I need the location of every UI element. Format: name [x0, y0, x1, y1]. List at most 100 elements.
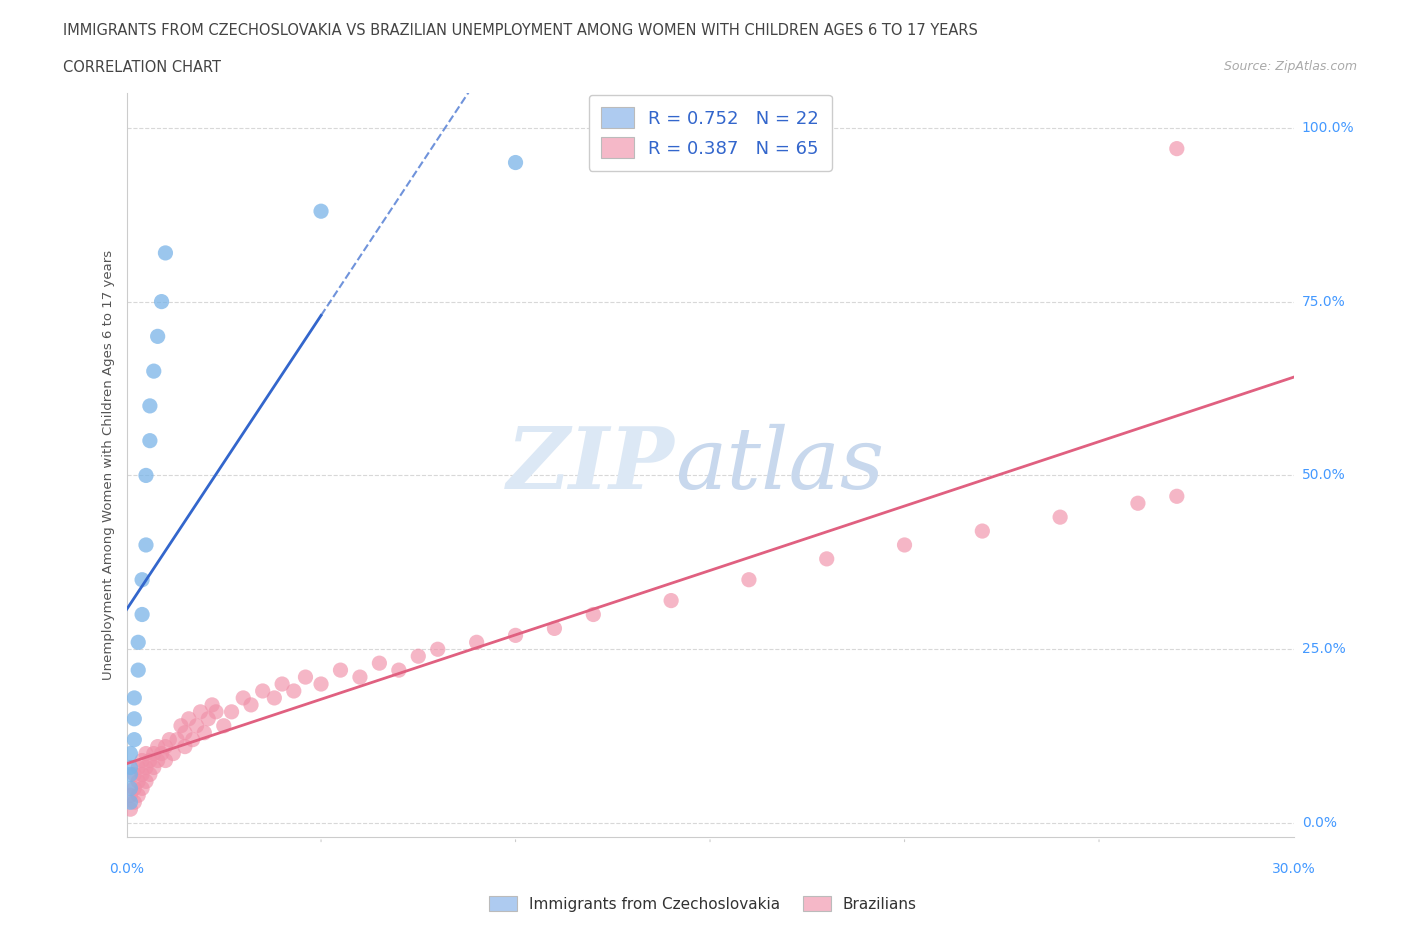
Point: [139, 767, 162, 782]
Point: [135, 774, 157, 789]
Point: [135, 538, 157, 552]
Text: 100.0%: 100.0%: [1302, 121, 1354, 135]
Point: [166, 732, 188, 747]
Point: [1166, 141, 1188, 156]
Y-axis label: Unemployment Among Women with Children Ages 6 to 17 years: Unemployment Among Women with Children A…: [103, 250, 115, 680]
Text: CORRELATION CHART: CORRELATION CHART: [63, 60, 221, 75]
Point: [263, 690, 285, 705]
Point: [120, 767, 142, 782]
Point: [139, 753, 162, 768]
Text: 25.0%: 25.0%: [1302, 643, 1346, 657]
Point: [142, 746, 165, 761]
Point: [283, 684, 305, 698]
Point: [294, 670, 316, 684]
Point: [127, 635, 149, 650]
Point: [124, 690, 146, 705]
Text: IMMIGRANTS FROM CZECHOSLOVAKIA VS BRAZILIAN UNEMPLOYMENT AMONG WOMEN WITH CHILDR: IMMIGRANTS FROM CZECHOSLOVAKIA VS BRAZIL…: [63, 23, 979, 38]
Point: [135, 468, 157, 483]
Point: [155, 246, 177, 260]
Point: [174, 739, 197, 754]
Point: [150, 746, 173, 761]
Point: [177, 711, 200, 726]
Point: [139, 433, 162, 448]
Point: [505, 155, 527, 170]
Point: [157, 732, 180, 747]
Point: [127, 788, 149, 803]
Point: [388, 663, 411, 678]
Point: [150, 294, 173, 309]
Point: [120, 795, 142, 810]
Point: [972, 524, 994, 538]
Point: [815, 551, 838, 566]
Point: [181, 732, 204, 747]
Point: [135, 760, 157, 775]
Point: [197, 711, 219, 726]
Point: [221, 704, 243, 719]
Point: [120, 781, 142, 796]
Point: [170, 718, 193, 733]
Point: [124, 795, 146, 810]
Text: 30.0%: 30.0%: [1271, 862, 1316, 876]
Point: [131, 753, 153, 768]
Point: [505, 628, 527, 643]
Point: [408, 649, 430, 664]
Point: [174, 725, 197, 740]
Point: [368, 656, 391, 671]
Point: [738, 572, 761, 587]
Point: [120, 760, 142, 775]
Point: [426, 642, 449, 657]
Point: [659, 593, 682, 608]
Legend: Immigrants from Czechoslovakia, Brazilians: Immigrants from Czechoslovakia, Brazilia…: [484, 889, 922, 918]
Point: [127, 774, 149, 789]
Point: [309, 204, 332, 219]
Point: [155, 739, 177, 754]
Point: [329, 663, 352, 678]
Point: [146, 739, 169, 754]
Point: [582, 607, 605, 622]
Point: [124, 711, 146, 726]
Point: [1166, 489, 1188, 504]
Point: [240, 698, 263, 712]
Point: [205, 704, 228, 719]
Point: [543, 621, 565, 636]
Point: [146, 329, 169, 344]
Point: [162, 746, 184, 761]
Point: [1049, 510, 1071, 525]
Point: [252, 684, 274, 698]
Point: [131, 572, 153, 587]
Point: [465, 635, 488, 650]
Point: [127, 760, 149, 775]
Text: 50.0%: 50.0%: [1302, 469, 1346, 483]
Point: [309, 677, 332, 692]
Point: [127, 663, 149, 678]
Point: [124, 767, 146, 782]
Text: 0.0%: 0.0%: [1302, 817, 1337, 830]
Point: [131, 607, 153, 622]
Point: [124, 732, 146, 747]
Point: [135, 746, 157, 761]
Point: [139, 398, 162, 413]
Point: [349, 670, 371, 684]
Point: [131, 781, 153, 796]
Legend: R = 0.752   N = 22, R = 0.387   N = 65: R = 0.752 N = 22, R = 0.387 N = 65: [589, 95, 831, 170]
Point: [142, 364, 165, 379]
Text: atlas: atlas: [675, 424, 884, 506]
Point: [120, 746, 142, 761]
Text: 75.0%: 75.0%: [1302, 295, 1346, 309]
Point: [893, 538, 915, 552]
Point: [120, 788, 142, 803]
Point: [232, 690, 254, 705]
Text: Source: ZipAtlas.com: Source: ZipAtlas.com: [1223, 60, 1357, 73]
Point: [1126, 496, 1149, 511]
Point: [146, 753, 169, 768]
Point: [124, 781, 146, 796]
Point: [212, 718, 235, 733]
Point: [142, 760, 165, 775]
Point: [120, 802, 142, 817]
Text: 0.0%: 0.0%: [110, 862, 143, 876]
Text: ZIP: ZIP: [508, 423, 675, 507]
Point: [155, 753, 177, 768]
Point: [193, 725, 215, 740]
Point: [271, 677, 294, 692]
Point: [201, 698, 224, 712]
